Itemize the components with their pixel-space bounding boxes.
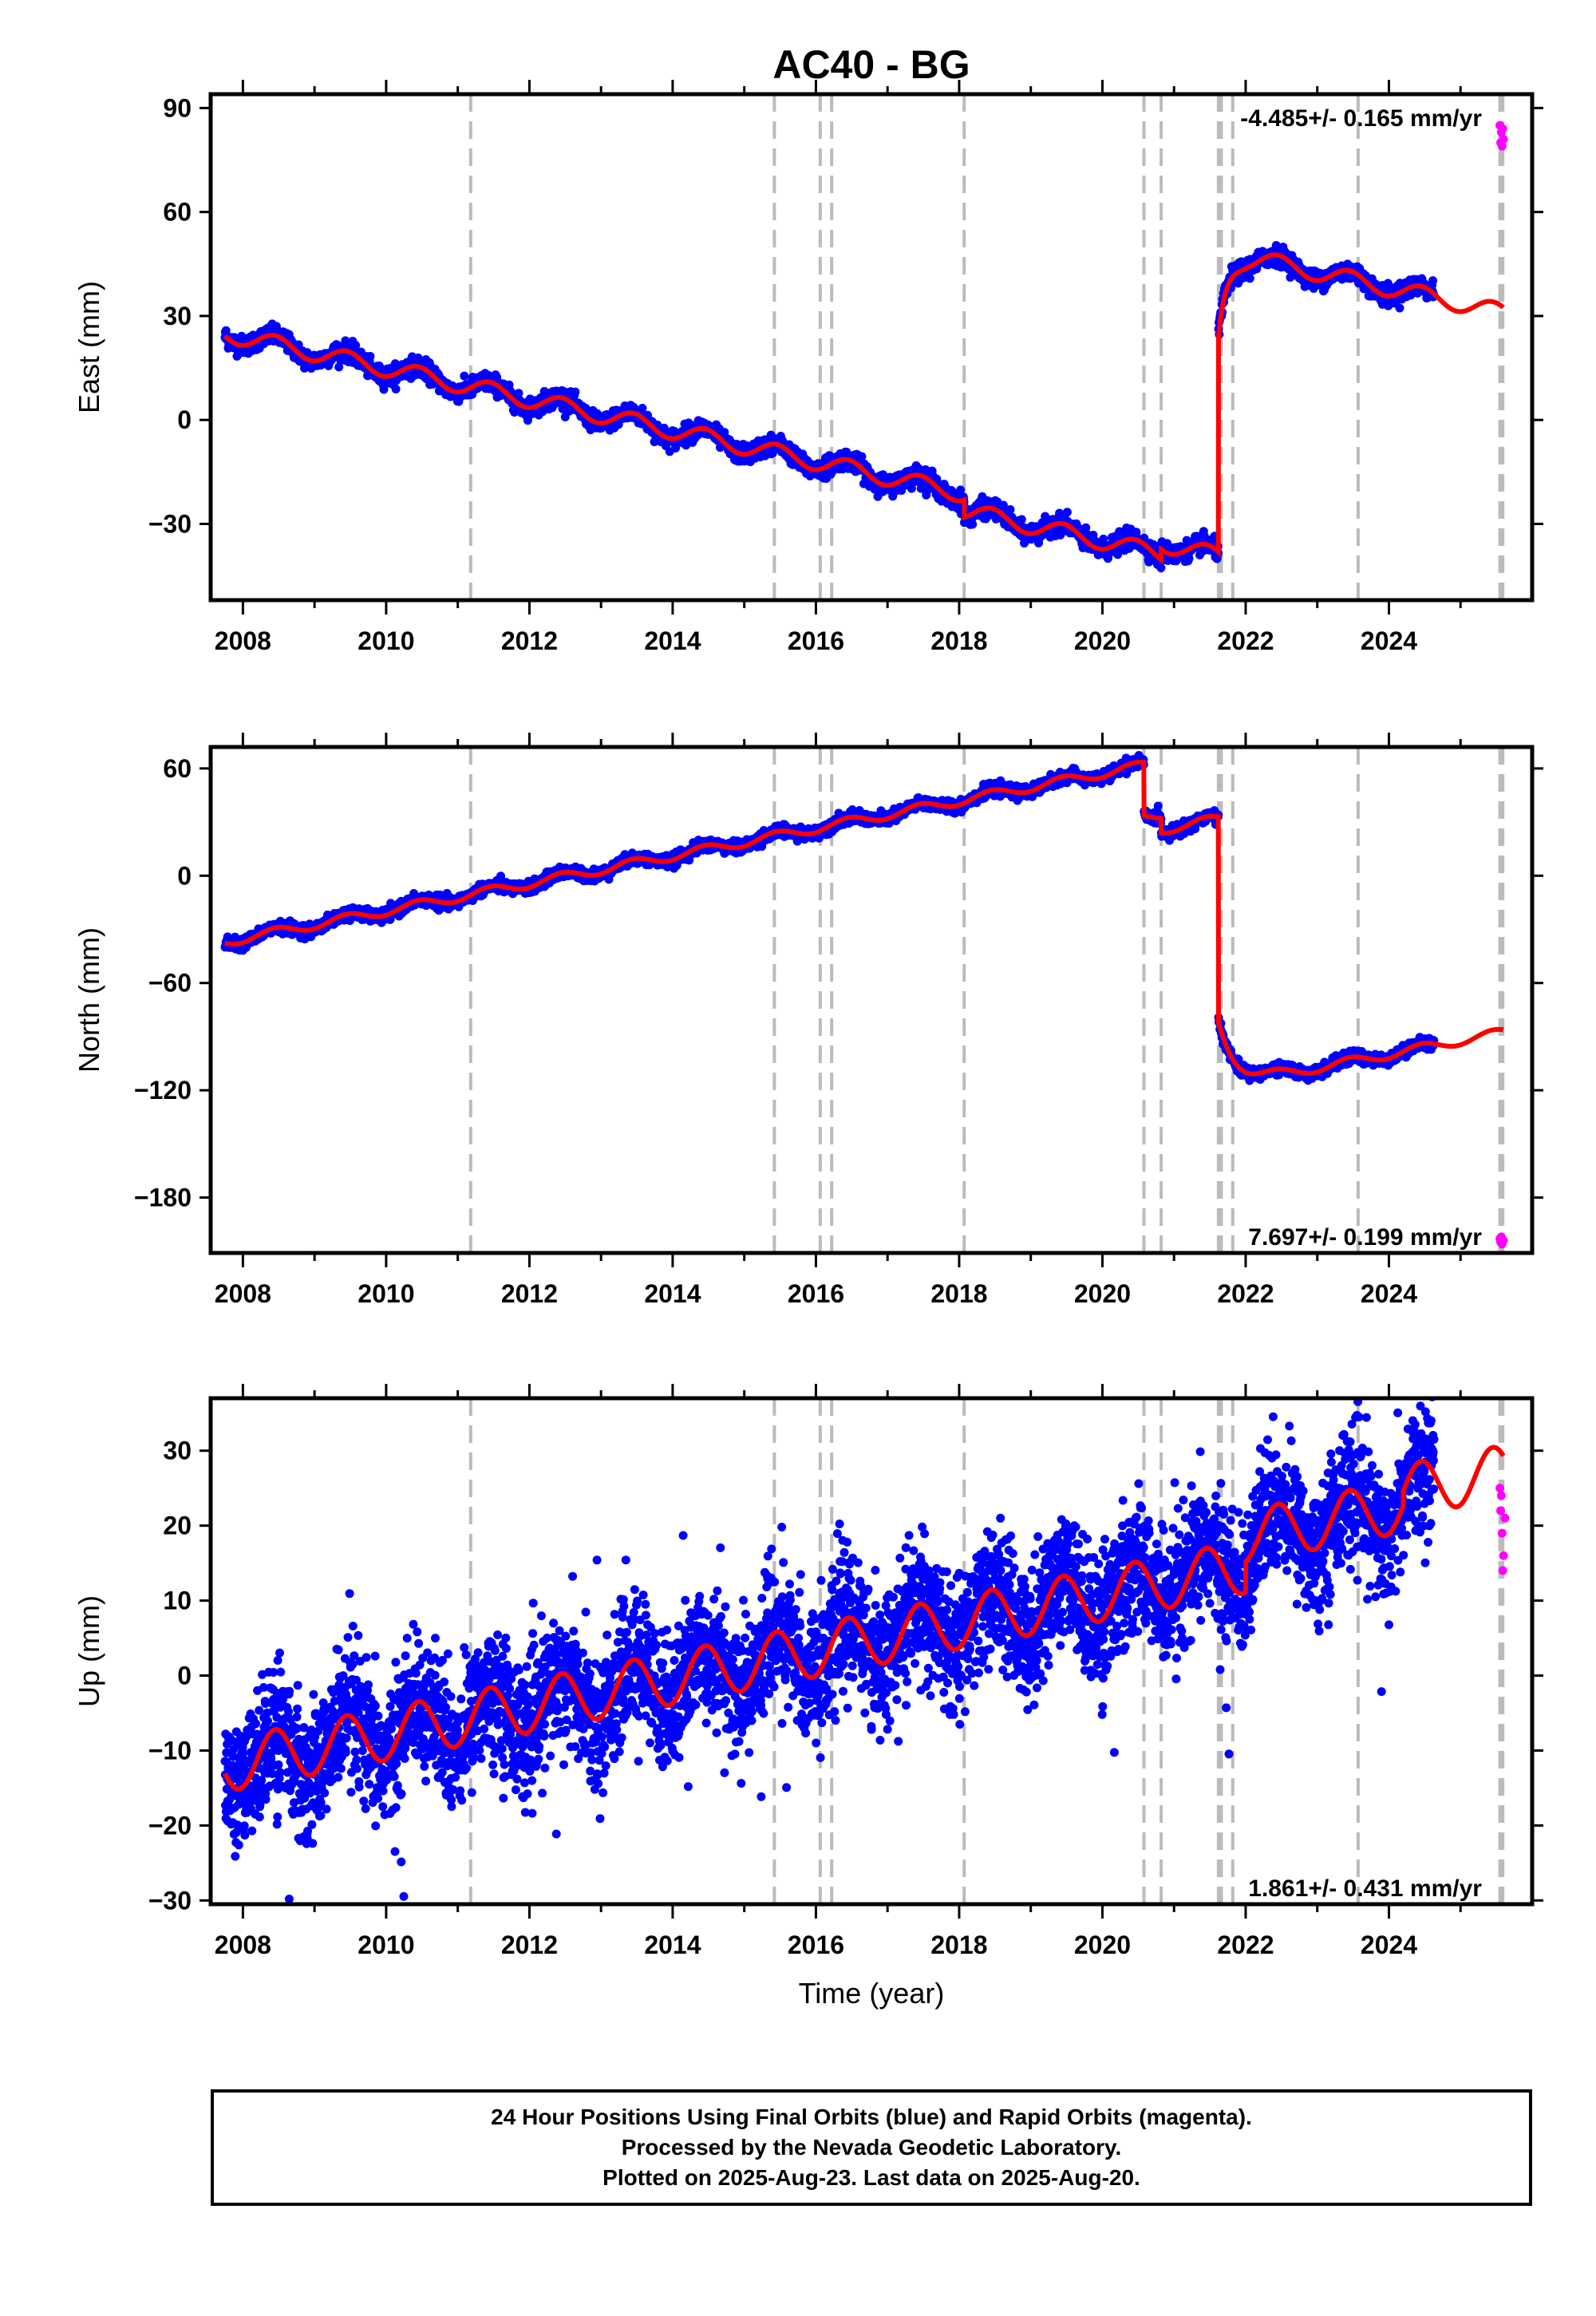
final-orbit-point: [638, 404, 647, 413]
final-orbit-point: [1428, 276, 1438, 286]
panels-group: −30 0 30 60 90 2008 2010 2012 2014 2016 2018 2020 20…: [73, 80, 1543, 2010]
y-tick-label-3: 60: [163, 198, 192, 227]
x-tick-label-1: 2010: [358, 626, 414, 655]
rapid-orbit-point-4: [1498, 124, 1507, 133]
final-orbit-point: [968, 520, 978, 529]
final-orbit-point: [1005, 505, 1015, 514]
y-tick-label-2: 30: [163, 302, 192, 330]
model-line-east: [223, 252, 1506, 565]
data-points-east: [220, 121, 1508, 572]
final-orbit-point: [1184, 554, 1194, 563]
final-orbit-point: [365, 352, 375, 361]
x-tick-label-3: 2014: [644, 626, 701, 655]
x-tick-label-7: 2022: [1217, 626, 1274, 655]
rate-label: -4.485+/- 0.165 mm/yr: [1240, 105, 1482, 132]
final-orbit-point: [391, 385, 401, 393]
rapid-orbit-point-5: [1499, 134, 1508, 144]
final-orbit-point: [514, 389, 523, 398]
x-tick-label-2: 2012: [501, 626, 558, 655]
final-orbit-point: [1062, 508, 1072, 517]
y-tick-label-0: −30: [148, 509, 192, 538]
y-axis-label: East (mm): [73, 281, 105, 413]
panel-east: −30 0 30 60 90 2008 2010 2012 2014 2016 2018 2020 20…: [73, 80, 1543, 655]
final-orbit-point: [1245, 274, 1254, 283]
final-orbit-point: [460, 371, 469, 381]
final-orbit-point: [1395, 303, 1404, 313]
final-orbit-point: [334, 362, 344, 372]
final-orbit-point: [1156, 563, 1166, 572]
y-tick-label-4: 90: [163, 93, 192, 122]
data-points-north: [220, 751, 1508, 1249]
plot-frame: [208, 92, 1535, 603]
y-tick-label-1: 0: [177, 405, 192, 434]
x-tick-label-5: 2018: [930, 626, 987, 655]
final-orbit-point: [1017, 515, 1026, 524]
figure-title: AC40 - BG: [772, 42, 970, 87]
x-tick-label-6: 2020: [1074, 626, 1131, 655]
x-tick-label-8: 2024: [1361, 626, 1417, 655]
x-tick-label-4: 2016: [788, 626, 844, 655]
final-orbit-point: [720, 428, 729, 437]
final-orbit-point: [571, 387, 580, 397]
x-tick-label-0: 2008: [215, 626, 271, 655]
final-orbit-point: [379, 385, 389, 394]
